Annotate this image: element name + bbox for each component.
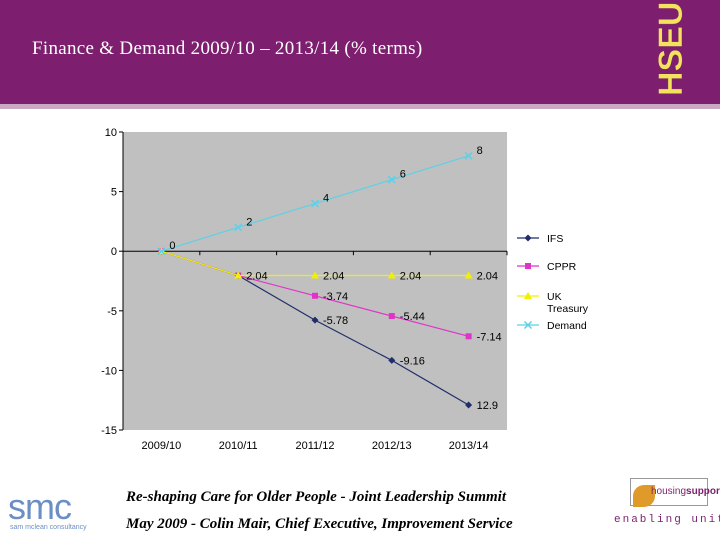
x-marker-stroke [157, 247, 166, 256]
diamond-marker [388, 356, 396, 364]
triangle-marker [311, 271, 319, 279]
hseu-logo-text: HSEU [652, 2, 690, 96]
x-tick-label: 2010/11 [219, 440, 258, 452]
data-point [464, 151, 473, 160]
y-tick-label: 10 [105, 127, 117, 139]
data-point [465, 401, 473, 409]
data-label: 2.04 [477, 271, 498, 283]
x-tick-label: 2009/10 [142, 440, 182, 452]
logo-word-support: support [686, 486, 720, 497]
y-tick-label: 0 [111, 246, 117, 258]
data-point [464, 271, 473, 279]
y-tick-label: 5 [111, 187, 117, 199]
data-point [311, 316, 319, 324]
triangle-marker [387, 271, 396, 279]
data-label: 4 [323, 193, 329, 205]
plot-area [123, 132, 507, 430]
data-label: 12.9 [477, 400, 498, 412]
data-point [388, 313, 395, 320]
diamond-marker [524, 234, 532, 242]
x-marker-stroke [234, 223, 243, 232]
x-marker-stroke [310, 199, 320, 208]
data-label: -9.16 [400, 355, 425, 367]
data-label: 2.04 [323, 271, 344, 283]
data-label: 2.04 [246, 271, 267, 283]
data-label: -5.78 [323, 315, 348, 327]
data-point [310, 199, 320, 208]
footer-line-1: Re-shaping Care for Older People - Joint… [126, 489, 507, 505]
line-chart: 10 5 0 -5 -10 -15 2009/10 2010/11 2011/12 2012/13… [101, 127, 589, 452]
x-marker-stroke [387, 175, 396, 184]
y-tick-label: -15 [101, 425, 117, 437]
square-marker [388, 313, 395, 320]
data-label: -5.44 [400, 311, 425, 323]
enabling-unit-tagline: enabling unit [614, 514, 720, 526]
housing-support-logo-box: housingsupport [630, 478, 720, 507]
legend-marker [523, 320, 533, 330]
header-divider [0, 104, 720, 109]
y-tick-label: -5 [107, 306, 117, 318]
x-marker-stroke [464, 151, 473, 160]
data-point [234, 271, 243, 279]
data-point [234, 223, 243, 232]
data-point [387, 175, 396, 184]
legend-label: CPPR [547, 261, 577, 273]
data-point [465, 333, 472, 340]
x-marker-stroke [523, 320, 533, 330]
data-label: 0 [169, 240, 175, 252]
header-bar: Finance & Demand 2009/10 – 2013/14 (% te… [0, 0, 720, 104]
slide-title: Finance & Demand 2009/10 – 2013/14 (% te… [32, 38, 423, 59]
data-label: 8 [477, 145, 483, 157]
legend-marker [525, 263, 531, 269]
data-point [311, 271, 319, 279]
data-label: 2 [246, 216, 252, 228]
data-label: 2.04 [400, 271, 421, 283]
series-layer: -5.78 -9.16 12.9 -3.74 -5.44 -7.14 2.04 2.04 2.0… [157, 145, 502, 412]
legend-marker [524, 234, 532, 242]
x-tick-label: 2011/12 [296, 440, 335, 452]
logo-word-housing: housing [651, 486, 687, 497]
triangle-marker [464, 271, 473, 279]
data-point [157, 247, 166, 256]
x-tick-label: 2013/14 [449, 440, 489, 452]
legend-label: Demand [547, 320, 587, 332]
triangle-marker [524, 292, 532, 299]
square-marker [465, 333, 472, 340]
smc-logo-letters: smc [8, 486, 72, 527]
diamond-marker [465, 401, 473, 409]
legend-label: Treasury [547, 303, 589, 315]
data-label: 6 [400, 169, 406, 181]
square-marker [312, 292, 318, 299]
triangle-marker [234, 271, 243, 279]
swoosh-icon [633, 485, 655, 507]
data-label: -7.14 [477, 331, 502, 343]
legend-marker [524, 292, 532, 299]
data-point [312, 292, 318, 299]
diamond-marker [311, 316, 319, 324]
square-marker [525, 263, 531, 269]
data-point [388, 356, 396, 364]
chart-axes: 10 5 0 -5 -10 -15 2009/10 2010/11 2011/12 2012/13… [101, 127, 508, 452]
smc-logo-tagline: sam mclean consultancy [10, 524, 87, 531]
legend-label: IFS [547, 233, 563, 245]
y-tick-label: -10 [101, 365, 117, 377]
legend-label: UK [547, 291, 562, 303]
hseu-logo: HSEU [652, 1, 690, 96]
footer-line-2: May 2009 - Colin Mair, Chief Executive, … [126, 516, 513, 532]
x-tick-label: 2012/13 [372, 440, 412, 452]
smc-logo: smc sam mclean consultancy [8, 486, 108, 538]
data-point [387, 271, 396, 279]
data-label: -3.74 [323, 291, 348, 303]
housing-support-logo: housingsupport enabling unit [612, 470, 720, 540]
